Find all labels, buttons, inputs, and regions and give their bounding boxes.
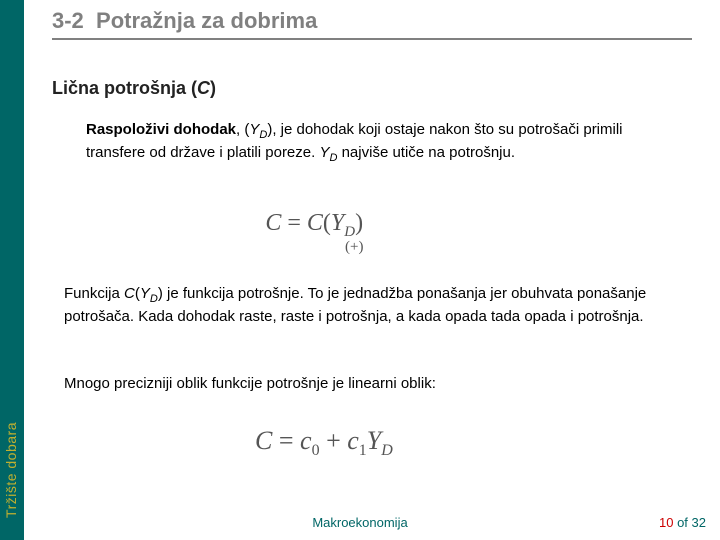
heading-number: 3-2 [52,8,84,33]
paragraph-1: Raspoloživi dohodak, (YD), je dohodak ko… [86,120,656,166]
eq2-s1: 1 [359,442,367,459]
eq2-eq: = [272,426,300,455]
eq2-ys: D [381,442,393,459]
eq1-yv: Y [331,210,344,236]
subheading: Lična potrošnja (C) [52,78,216,99]
subheading-prefix: Lična potrošnja ( [52,78,197,98]
paragraph-3: Mnogo precizniji oblik funkcije potrošnj… [64,374,684,394]
slide-heading: 3-2 Potražnja za dobrima [52,8,317,34]
para1-yv2: Y [319,144,329,161]
para1-bold: Raspoloživi dohodak [86,121,236,138]
para1-mid1: , ( [236,121,249,138]
eq1-rp: ) [355,210,363,236]
eq1-below: (+) [265,239,363,256]
para2-t1: Funkcija [64,285,124,302]
equation-2: C = c0 + c1YD [255,426,393,460]
eq2-lhs: C [255,426,272,455]
eq1-eq: = [281,210,307,236]
footer-page: 10 of 32 [659,515,706,530]
subheading-var: C [197,78,210,98]
para1-yv: Y [249,121,259,138]
paragraph-2: Funkcija C(YD) je funkcija potrošnje. To… [64,284,684,327]
eq1-ys: D [344,224,355,240]
eq2-plus: + [320,426,348,455]
eq2-yv: Y [367,426,381,455]
eq1-lp: ( [323,210,331,236]
footer-center: Makroekonomija [0,515,720,530]
para3-text: Mnogo precizniji oblik funkcije potrošnj… [64,375,436,392]
subheading-suffix: ) [210,78,216,98]
para2-yv: Y [140,285,150,302]
sidebar-label: Tržište dobara [3,422,21,518]
page-total: of 32 [673,515,706,530]
eq1-rhs1: C [307,210,323,236]
sidebar-bar: Tržište dobara [0,0,24,540]
para2-ys: D [150,293,158,305]
eq2-c: c [300,426,312,455]
equation-1: C = C(YD) (+) [265,210,363,256]
heading-rule [52,38,692,40]
heading-title: Potražnja za dobrima [96,8,317,33]
eq2-s0: 0 [312,442,320,459]
eq1-lhs: C [265,210,281,236]
page-number: 10 [659,515,673,530]
para2-cv: C [124,285,135,302]
eq2-c2: c [347,426,359,455]
para1-tail: najviše utiče na potrošnju. [337,144,515,161]
